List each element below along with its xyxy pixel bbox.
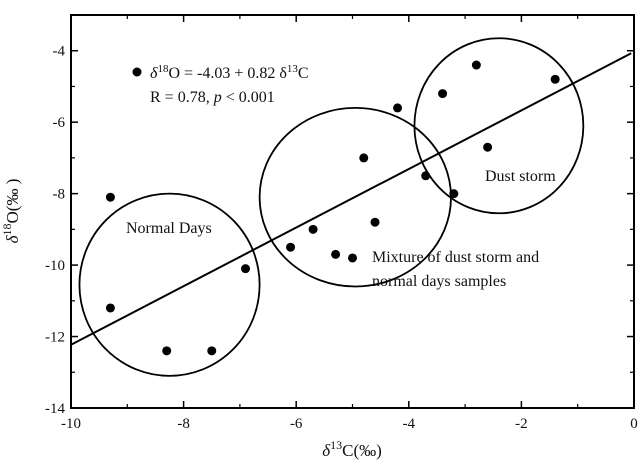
x-axis-title: δ13C(‰) xyxy=(322,438,382,460)
equation-sup-2: 13 xyxy=(287,63,299,75)
x-axis-delta: δ xyxy=(322,441,331,460)
y-axis-delta: δ xyxy=(3,234,22,243)
label-mixture-line2: normal days samples xyxy=(372,273,506,290)
equation-sup-1: 18 xyxy=(157,63,169,75)
x-tick-label: -4 xyxy=(403,416,416,432)
label-mixture-line1: Mixture of dust storm and xyxy=(372,249,539,266)
data-point xyxy=(370,217,380,227)
data-point xyxy=(359,153,369,163)
data-point xyxy=(471,60,481,70)
data-point xyxy=(438,89,448,99)
stats-r: R = 0.78, xyxy=(150,89,214,106)
label-dust-storm: Dust storm xyxy=(485,168,556,185)
label-normal-days: Normal Days xyxy=(126,220,212,237)
data-point xyxy=(393,103,403,113)
x-tick-label: -6 xyxy=(290,416,303,432)
data-point xyxy=(308,224,318,234)
equation-delta-1: δ xyxy=(150,65,158,82)
equation-marker xyxy=(132,67,142,77)
equation-suffix: C xyxy=(298,65,309,82)
data-point xyxy=(348,253,357,263)
regression-line xyxy=(70,52,632,346)
y-axis-suffix: O(‰ ) xyxy=(3,179,22,224)
group-ellipse xyxy=(78,192,261,377)
data-point xyxy=(207,346,217,356)
data-point xyxy=(331,249,341,259)
x-tick-label: -8 xyxy=(177,416,190,432)
data-point xyxy=(449,189,459,199)
equation-mid: O = -4.03 + 0.82 δ xyxy=(168,65,286,82)
stats-text: R = 0.78, p < 0.001 xyxy=(150,89,275,106)
x-tick-label: -10 xyxy=(61,416,81,432)
x-tick-label: 0 xyxy=(630,416,638,432)
equation-text: δ18O = -4.03 + 0.82 δ13C xyxy=(150,63,309,82)
x-axis-suffix: C(‰) xyxy=(342,441,382,460)
x-tick-label: -2 xyxy=(515,416,528,432)
regression-line-group xyxy=(70,52,632,346)
group-ellipses xyxy=(78,37,585,377)
data-points xyxy=(105,60,560,356)
data-point xyxy=(241,264,251,274)
data-point xyxy=(483,142,493,152)
data-point xyxy=(162,346,172,356)
data-point xyxy=(550,74,560,84)
stats-p: p xyxy=(213,89,222,106)
equation-annotation: δ18O = -4.03 + 0.82 δ13C R = 0.78, p < 0… xyxy=(132,63,309,106)
y-tick-label: -14 xyxy=(45,401,65,417)
x-axis-sup: 13 xyxy=(330,438,342,452)
group-ellipse xyxy=(413,37,585,215)
y-tick-label: -10 xyxy=(45,258,65,274)
y-axis-sup: 18 xyxy=(0,223,14,235)
y-tick-label: -12 xyxy=(45,330,65,346)
axis-ticks: -10 -8 -6 -4 -2 0 -14 -12 -10 -8 -6 -4 xyxy=(45,14,638,432)
stats-p-rest: < 0.001 xyxy=(222,89,275,106)
data-point xyxy=(421,171,431,181)
data-point xyxy=(105,303,115,313)
y-axis-title: δ18O(‰ ) xyxy=(0,179,22,244)
data-point xyxy=(286,242,296,252)
y-tick-label: -8 xyxy=(53,187,66,203)
data-point xyxy=(105,192,115,202)
y-tick-label: -6 xyxy=(53,115,66,131)
y-tick-label: -4 xyxy=(53,44,66,60)
